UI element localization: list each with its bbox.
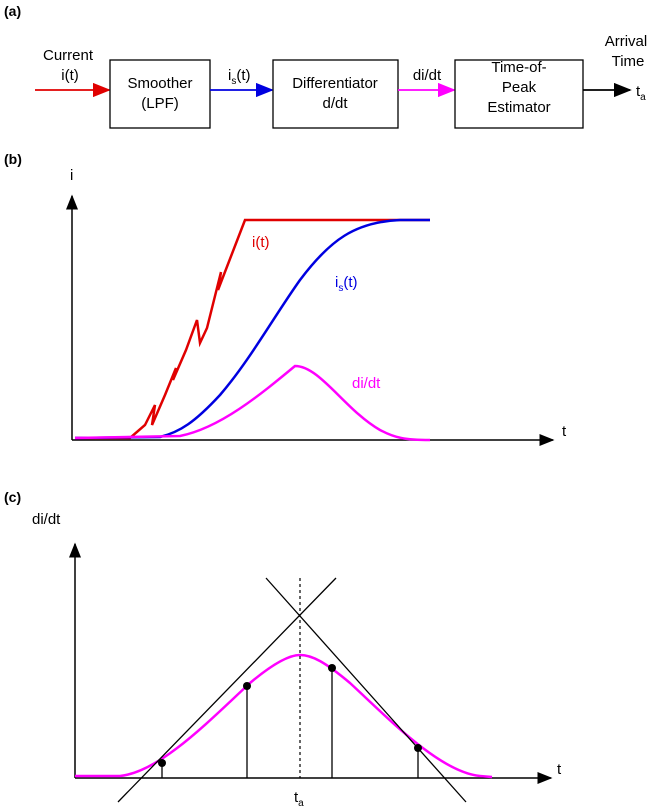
- output-label: Arrival: [605, 33, 648, 50]
- panel-label: (c): [4, 489, 21, 505]
- curve-label: di/dt: [352, 375, 381, 392]
- symbol-sub: a: [640, 92, 646, 103]
- marker-base: t: [294, 789, 299, 806]
- y-axis-label: di/dt: [32, 511, 61, 528]
- sample-point: [158, 759, 166, 767]
- block-text: (LPF): [141, 95, 179, 112]
- label-sub: s: [338, 283, 343, 294]
- block: [109, 59, 211, 129]
- y-axis-label: i: [70, 167, 73, 184]
- curve-label: i(t): [252, 234, 270, 251]
- block: [454, 59, 584, 129]
- block-text: Differentiator: [292, 75, 378, 92]
- signal-label: is(t): [228, 67, 251, 87]
- signal-label: di/dt: [413, 67, 442, 84]
- curve: [74, 364, 431, 442]
- x-axis-label: t: [562, 423, 567, 440]
- sample-point: [414, 744, 422, 752]
- block: [272, 59, 399, 129]
- curve: [75, 653, 493, 779]
- symbol-base: t: [636, 83, 641, 100]
- output-label: Time: [612, 53, 645, 70]
- x-axis-label: t: [557, 761, 562, 778]
- label-base: i: [335, 274, 338, 291]
- input-label: i(t): [61, 67, 79, 84]
- tangent-line: [117, 577, 337, 803]
- signal-tail: (t): [236, 67, 250, 84]
- block-text: Estimator: [487, 99, 550, 116]
- panel-label: (b): [4, 151, 22, 167]
- block-text: Peak: [502, 79, 537, 96]
- sample-point: [328, 664, 336, 672]
- tangent-line: [265, 577, 467, 803]
- signal-base: i: [228, 67, 231, 84]
- output-symbol: ta: [636, 83, 646, 103]
- label-tail: (t): [343, 274, 357, 291]
- block-text: Time-of-: [491, 59, 546, 76]
- block-text: d/dt: [322, 95, 348, 112]
- panel-label: (a): [4, 3, 21, 19]
- block-text: Smoother: [127, 75, 192, 92]
- curve: [75, 218, 430, 440]
- sample-point: [243, 682, 251, 690]
- curve-label: is(t): [335, 274, 358, 294]
- input-label: Current: [43, 47, 94, 64]
- peak-marker: ta: [294, 789, 304, 808]
- marker-sub: a: [298, 798, 304, 808]
- curve: [74, 218, 430, 440]
- signal-sub: s: [231, 76, 236, 87]
